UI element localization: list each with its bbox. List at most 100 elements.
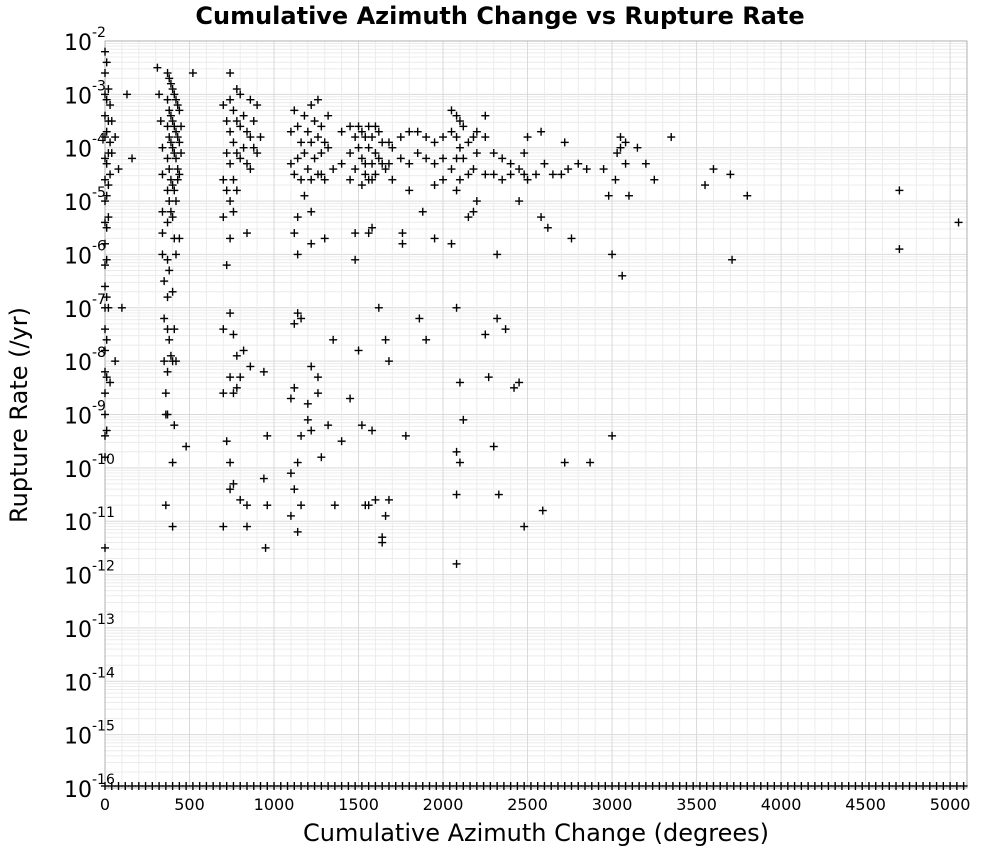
data-point [351,229,360,238]
data-point [398,239,407,248]
data-point [455,117,464,126]
data-point [173,101,182,110]
data-point [102,426,111,435]
data-point [175,170,184,179]
data-point-floor [344,782,353,790]
data-point [557,170,566,179]
data-point [219,389,228,398]
data-point-floor [276,782,285,790]
data-point [188,69,197,78]
data-point [104,181,113,190]
data-point-floor [932,782,941,790]
data-point-floor [188,782,197,790]
data-point [469,165,478,174]
y-tick-label: 10 -7 [64,292,106,323]
data-point [222,437,231,446]
data-point [102,373,111,382]
data-point [447,127,456,136]
data-point [226,373,235,382]
data-point-floor [547,782,556,790]
data-point-floor [885,782,894,790]
data-point [452,186,461,195]
data-point [229,138,238,147]
data-point [330,501,339,510]
data-point [430,159,439,168]
data-point [165,74,174,83]
data-point [128,154,137,163]
data-point [726,170,735,179]
data-point [168,458,177,467]
data-point-floor [351,782,360,790]
data-point [246,362,255,371]
data-point [537,127,546,136]
y-tick-label: 10 -11 [64,505,115,536]
data-point-floor [182,782,191,790]
data-point [236,154,245,163]
data-point [153,63,162,72]
data-point [101,239,109,248]
data-point-floor [411,782,420,790]
data-point-floor [317,782,326,790]
data-point-floor [702,782,711,790]
data-point [317,122,326,131]
data-point [168,143,177,152]
data-point [111,357,120,366]
data-point [368,223,377,232]
data-point [102,95,111,104]
data-point [303,165,312,174]
data-point [537,213,546,222]
data-point-floor [837,782,846,790]
data-point [532,170,540,179]
data-point [102,223,111,232]
data-point-floor [175,782,184,790]
data-point-floor [729,782,738,790]
data-point-floor [148,782,157,790]
data-point [101,47,109,56]
data-point [489,442,498,451]
data-point [452,154,461,163]
y-tick-exponent: -8 [92,345,106,361]
data-point [293,309,302,318]
data-point [242,522,251,531]
data-point [219,213,228,222]
chart-title: Cumulative Azimuth Change vs Rupture Rat… [195,2,804,30]
data-point [506,170,515,179]
data-point [455,378,464,387]
data-point [439,175,448,184]
data-point [567,234,576,243]
y-tick-label: 10 -5 [64,185,106,216]
data-point [368,426,377,435]
data-point [422,335,431,344]
data-point-floor [777,782,786,790]
data-point-floor [101,782,109,790]
data-point [317,170,326,179]
data-point [452,490,461,499]
data-point-floor [675,782,684,790]
data-point [297,501,306,510]
data-point [621,159,630,168]
data-point [329,165,338,174]
data-point-floor [797,782,806,790]
data-point [166,351,175,360]
data-point [249,117,258,126]
data-point-floor [202,782,211,790]
data-point [226,69,235,78]
data-point [101,197,109,206]
data-point [290,319,299,328]
data-point [170,90,179,99]
data-point [242,127,251,136]
data-point [246,133,255,142]
data-point [101,175,109,184]
data-point [320,138,329,147]
data-point [163,293,172,302]
data-point [107,117,116,126]
data-point [175,234,184,243]
y-tick-base: 10 [64,351,92,376]
data-point-floor [520,782,529,790]
data-point [101,261,109,270]
data-point-floor [364,782,373,790]
y-tick-exponent: -16 [92,772,115,788]
data-point [307,362,316,371]
data-point-floor [844,782,853,790]
data-point [170,122,179,131]
